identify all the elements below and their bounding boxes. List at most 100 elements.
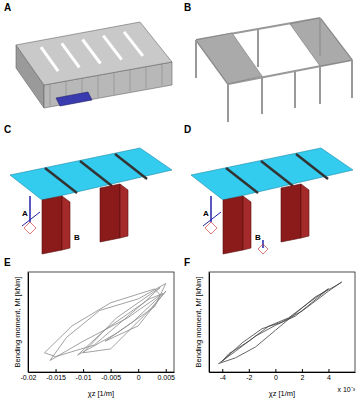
column	[319, 18, 321, 56]
tick: -0.005	[101, 369, 121, 381]
tick-label: 2	[300, 374, 304, 381]
column	[227, 84, 229, 122]
joint	[80, 161, 112, 186]
column	[146, 67, 147, 89]
tick-label: 0	[274, 374, 278, 381]
tick-mark	[111, 369, 112, 372]
tick: -0.01	[76, 369, 92, 381]
tick-label: -4	[220, 374, 226, 381]
wall	[100, 184, 120, 242]
tick-mark	[328, 369, 329, 372]
tick: 0	[137, 369, 141, 381]
tick-label: 4	[327, 374, 331, 381]
x-axis: -4 -2 0 2 4	[210, 369, 356, 381]
point-label: B	[255, 233, 261, 242]
joint	[261, 161, 293, 186]
tick: -4	[220, 369, 226, 381]
crane	[56, 92, 92, 106]
column	[130, 70, 131, 92]
axis-title: Bending moment, Mf [kNm]	[194, 277, 203, 368]
tick-mark	[249, 369, 250, 372]
chart: -0.02 -0.015 -0.01 -0.005 0 0.005 χz [1/m] Bend…	[13, 272, 175, 398]
column	[162, 64, 163, 86]
column	[210, 196, 212, 222]
wall	[223, 196, 243, 254]
tick: -2	[246, 369, 252, 381]
tick-mark	[138, 369, 139, 372]
support	[258, 244, 268, 254]
tick-label: -0.02	[21, 374, 37, 381]
tick: 2	[300, 369, 304, 381]
figure: ABCDEFABAB-0.02-0.015-0.01-0.00500.005χz…	[0, 0, 363, 400]
slab	[10, 148, 172, 200]
panel-detail: AB	[10, 148, 172, 254]
column	[351, 60, 353, 98]
slab	[196, 33, 262, 84]
wall	[42, 196, 62, 254]
tick-mark	[56, 369, 57, 372]
joint	[226, 168, 258, 193]
panel-label: A	[4, 2, 11, 13]
column	[261, 76, 263, 114]
support	[205, 222, 217, 234]
column	[257, 29, 259, 67]
tick-label: 0	[137, 374, 141, 381]
roof-opening	[124, 32, 143, 56]
tick: -0.015	[46, 369, 66, 381]
axis-line	[29, 372, 175, 373]
hysteresis-line	[45, 284, 166, 361]
tick-label: -2	[246, 374, 252, 381]
column	[319, 66, 321, 104]
wall	[120, 184, 128, 238]
tick-mark	[275, 369, 276, 372]
column	[195, 40, 197, 78]
panel-b	[196, 18, 352, 122]
wall	[62, 196, 70, 250]
tick-mark	[83, 369, 84, 372]
y-axis	[209, 273, 210, 373]
axis-line	[209, 273, 210, 373]
tick-label: -0.01	[76, 374, 92, 381]
axis-title: χz [1/m]	[88, 389, 114, 398]
axis-title: Bending moment, Mt [kNm]	[13, 277, 22, 368]
point-label: A	[22, 209, 28, 218]
panel-detail: AB	[191, 148, 353, 254]
chart: -4 -2 0 2 4 χz [1/m] Bending moment, Mf [kNm] x…	[194, 272, 356, 398]
annotation: x 10⁻³	[337, 386, 355, 393]
tick: 0	[274, 369, 278, 381]
panel-label: D	[184, 124, 191, 135]
panel-label: E	[4, 257, 11, 268]
x-axis: -0.02 -0.015 -0.01 -0.005 0 0.005	[21, 369, 176, 381]
plot-frame	[28, 272, 174, 372]
panel-a	[16, 22, 172, 108]
tick-mark	[166, 369, 167, 372]
panel-label: F	[184, 257, 190, 268]
tick: 4	[327, 369, 331, 381]
axis-line	[28, 273, 29, 373]
tick: 0.005	[157, 369, 175, 381]
column	[294, 70, 296, 108]
roof	[16, 22, 172, 85]
hysteresis-line	[218, 282, 341, 364]
panel-label: C	[4, 124, 11, 135]
wall	[243, 196, 251, 250]
panel-label: B	[184, 2, 191, 13]
point-label: B	[74, 233, 80, 242]
axis-title: χz [1/m]	[269, 389, 295, 398]
plot-frame	[209, 272, 355, 372]
column	[98, 75, 99, 97]
support	[24, 222, 36, 234]
column	[29, 196, 31, 222]
tick-label: 0.005	[157, 374, 175, 381]
axis-line	[210, 372, 356, 373]
plot-area	[45, 284, 166, 361]
tick-label: -0.015	[46, 374, 66, 381]
roof-opening	[103, 36, 121, 60]
plot-area	[218, 282, 341, 364]
tick-label: -0.005	[101, 374, 121, 381]
slab	[290, 18, 352, 66]
column	[114, 72, 115, 94]
tick-mark	[222, 369, 223, 372]
joint	[45, 168, 77, 193]
roof-opening	[62, 43, 80, 67]
